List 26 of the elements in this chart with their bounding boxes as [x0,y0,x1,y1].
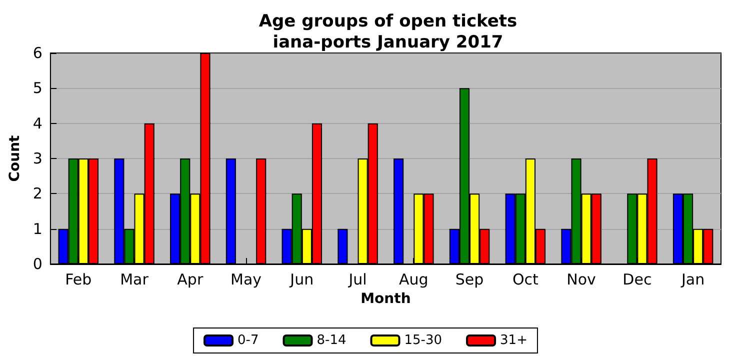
x-tick-label: Apr [177,270,204,288]
y-axis-title: Count [7,134,23,182]
x-tick-label: Mar [120,270,150,288]
y-tick-label: 0 [32,255,42,273]
x-tick-label: Dec [622,270,652,288]
x-tick-label: May [230,270,262,288]
x-tick-label: Sep [455,270,484,288]
legend-label: 8-14 [316,333,346,348]
y-tick-label: 4 [32,114,42,132]
x-tick-label: Oct [512,270,539,288]
legend-label: 31+ [500,333,528,348]
x-axis-title: Month [360,291,411,307]
x-tick-label: Jun [289,270,314,288]
y-tick-label: 1 [32,220,42,238]
x-tick-label: Aug [399,270,428,288]
legend-label: 15-30 [404,333,442,348]
chart-title: Age groups of open tickets iana-ports January 2017 [258,12,518,52]
x-tick-label: Jul [348,270,367,288]
legend-label: 0-7 [238,333,259,348]
y-tick-label: 3 [32,150,42,168]
x-tick-label: Nov [566,270,596,288]
y-tick-label: 2 [32,184,42,203]
x-tick-label: Feb [65,270,92,288]
y-tick-label: 6 [32,44,42,62]
y-tick-label: 5 [32,79,42,98]
x-tick-label: Jan [680,270,705,288]
